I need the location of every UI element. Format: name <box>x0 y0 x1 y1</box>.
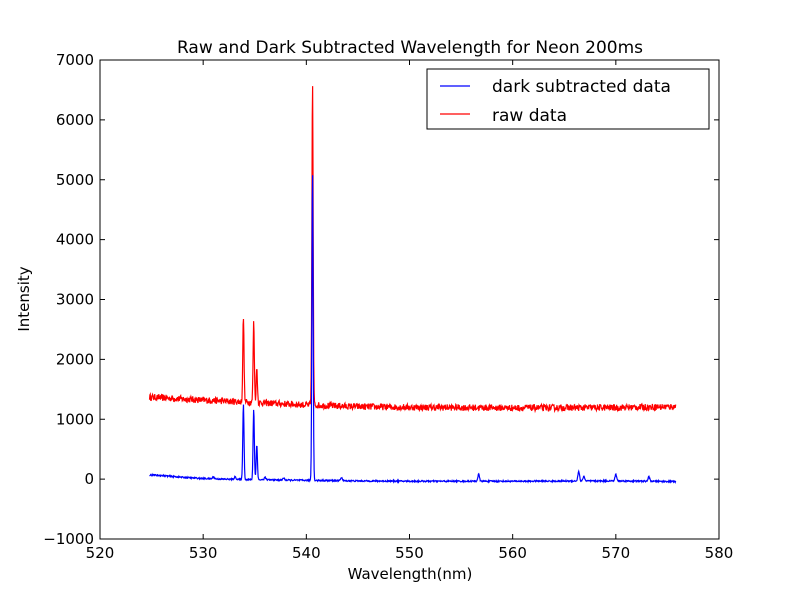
x-tick-label: 550 <box>395 544 424 562</box>
y-tick-label: 5000 <box>56 171 94 189</box>
y-tick-label: 2000 <box>56 350 94 368</box>
y-tick-label: 4000 <box>56 231 94 249</box>
series-line-raw <box>148 86 677 414</box>
y-tick-label: 1000 <box>56 410 94 428</box>
y-axis-label: Intensity <box>15 266 33 331</box>
legend-label-dark-subtracted: dark subtracted data <box>492 77 671 97</box>
y-tick-label: 0 <box>84 470 94 488</box>
axis-ticks: 520 530 540 550 560 570 580 −1000 0 1000 2000 3000 4… <box>43 51 733 562</box>
chart-title: Raw and Dark Subtracted Wavelength for N… <box>177 38 643 58</box>
x-tick-label: 560 <box>498 544 527 562</box>
x-tick-label: 520 <box>86 544 115 562</box>
legend-label-raw: raw data <box>492 106 567 126</box>
series-layer <box>148 86 677 485</box>
x-axis-label: Wavelength(nm) <box>348 565 473 583</box>
y-tick-label: 6000 <box>56 111 94 129</box>
legend: dark subtracted data raw data <box>426 68 710 130</box>
x-tick-label: 540 <box>292 544 321 562</box>
x-tick-label: 530 <box>189 544 218 562</box>
series-line-dark-subtracted <box>149 175 677 485</box>
y-tick-label: −1000 <box>43 530 94 548</box>
y-tick-label: 7000 <box>56 51 94 69</box>
x-tick-label: 580 <box>705 544 734 562</box>
y-tick-label: 3000 <box>56 291 94 309</box>
legend-box <box>426 68 710 130</box>
x-tick-label: 570 <box>602 544 631 562</box>
